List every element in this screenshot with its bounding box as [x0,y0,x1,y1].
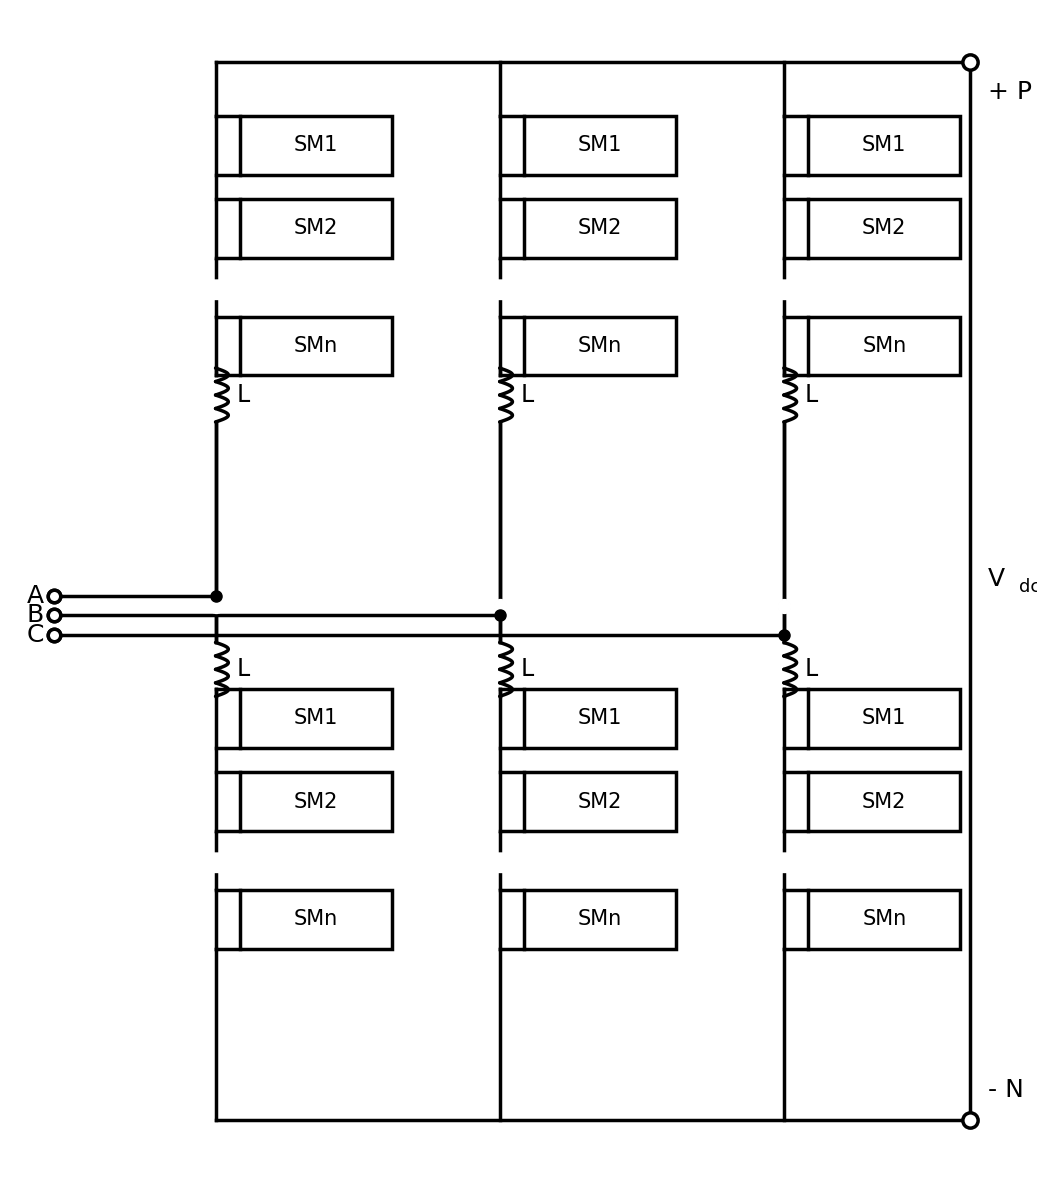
Text: SMn: SMn [578,337,622,355]
Text: SMn: SMn [293,337,338,355]
Bar [808,772,960,831]
Bar [240,200,392,257]
Text: SM2: SM2 [578,218,622,239]
Text: L: L [521,658,533,681]
Bar [524,200,676,257]
Text: + P: + P [987,79,1032,104]
Text: SM1: SM1 [578,135,622,155]
Text: L: L [236,383,249,407]
Bar [240,116,392,175]
Text: SM1: SM1 [293,709,338,729]
Bar [808,317,960,376]
Text: SM2: SM2 [862,791,906,811]
Text: dc: dc [1019,578,1037,596]
Bar [808,116,960,175]
Bar [524,889,676,948]
Text: SM1: SM1 [862,709,906,729]
Bar [240,689,392,748]
Text: L: L [805,383,817,407]
Text: V: V [987,567,1005,590]
Bar [524,772,676,831]
Bar [240,889,392,948]
Text: B: B [27,603,45,627]
Text: SM2: SM2 [578,791,622,811]
Text: - N: - N [987,1078,1024,1102]
Text: SMn: SMn [293,909,338,929]
Text: SMn: SMn [862,909,906,929]
Text: SMn: SMn [578,909,622,929]
Text: SM2: SM2 [862,218,906,239]
Bar [808,889,960,948]
Text: L: L [805,658,817,681]
Bar [808,689,960,748]
Text: SM2: SM2 [293,218,338,239]
Bar [524,116,676,175]
Text: SM2: SM2 [293,791,338,811]
Text: SMn: SMn [862,337,906,355]
Text: A: A [27,583,45,608]
Bar [524,317,676,376]
Text: L: L [236,658,249,681]
Text: SM1: SM1 [862,135,906,155]
Bar [524,689,676,748]
Bar [240,317,392,376]
Text: SM1: SM1 [578,709,622,729]
Text: C: C [27,624,45,647]
Bar [240,772,392,831]
Text: SM1: SM1 [293,135,338,155]
Bar [808,200,960,257]
Text: L: L [521,383,533,407]
